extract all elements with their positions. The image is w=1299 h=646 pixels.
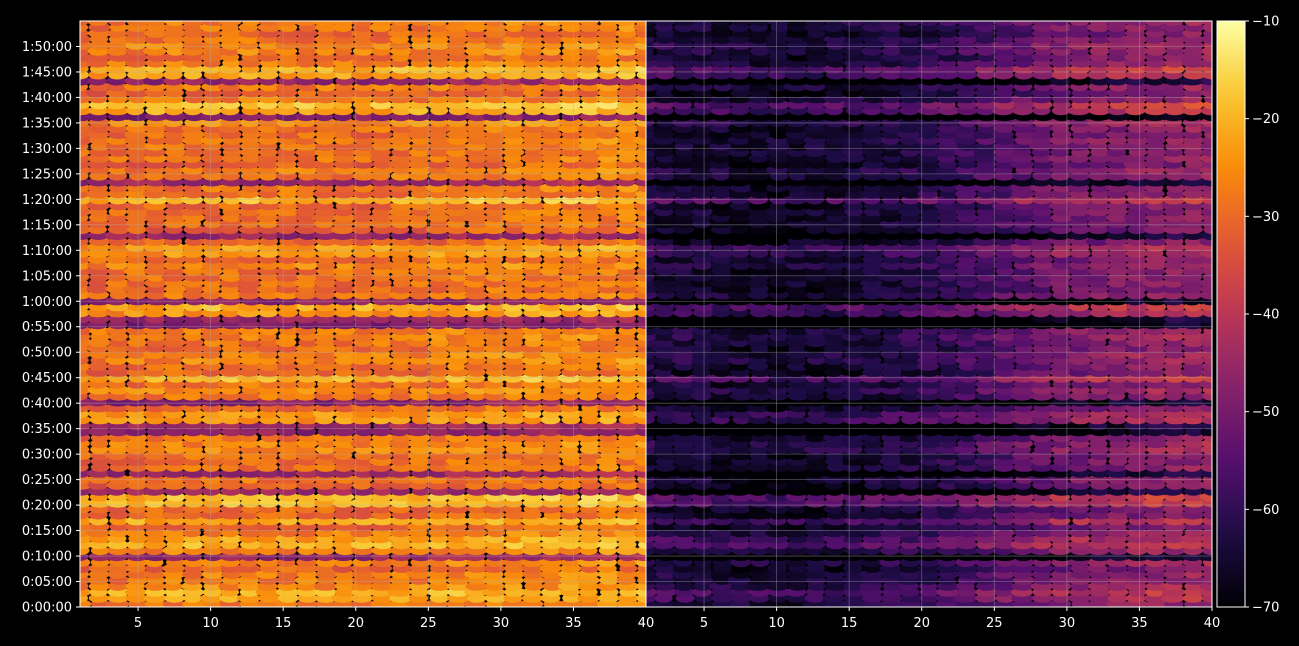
heatmap-cell — [294, 534, 319, 544]
heatmap-cell — [332, 21, 356, 26]
heatmap-cell — [690, 569, 715, 579]
heatmap-cell — [293, 21, 318, 26]
heatmap-cell — [599, 21, 619, 26]
heatmap-cell — [559, 219, 583, 229]
heatmap-cell — [1163, 308, 1188, 318]
heatmap-cell — [635, 21, 646, 26]
heatmap-cell — [464, 21, 487, 26]
heatmap-cell — [108, 21, 127, 26]
heatmap-cell — [236, 563, 261, 574]
heatmap-cell — [615, 159, 639, 169]
heatmap-cell — [559, 117, 583, 128]
heatmap-cell — [164, 21, 185, 26]
heatmap-cell — [256, 510, 280, 520]
heatmap-cell — [501, 397, 526, 407]
heatmap-cell — [860, 551, 883, 562]
heatmap-cell — [541, 361, 565, 371]
heatmap-cell — [466, 516, 489, 526]
heatmap-cell — [80, 21, 89, 26]
heatmap-cell — [766, 462, 791, 472]
heatmap-cell — [615, 21, 637, 26]
heatmap-cell — [312, 21, 336, 26]
heatmap-cell — [484, 21, 505, 26]
heatmap-cell — [579, 21, 599, 26]
heatmap-cell — [557, 21, 582, 26]
heatmap-cell — [142, 409, 167, 419]
heatmap-cell — [390, 21, 413, 26]
heatmap-cell — [181, 21, 206, 26]
heatmap-cell — [502, 189, 526, 199]
heatmap-cell — [1012, 367, 1036, 377]
heatmap-cell — [427, 21, 448, 26]
heatmap-cell — [880, 498, 905, 508]
heatmap-cell — [538, 486, 563, 496]
heatmap-panel-left — [80, 21, 646, 607]
heatmap-cell — [274, 21, 298, 26]
heatmap-cell — [351, 21, 373, 26]
heatmap-panel-right — [646, 21, 1212, 607]
heatmap-cell — [88, 551, 112, 562]
heatmap-cell — [409, 21, 432, 26]
heatmap-cell — [503, 21, 526, 26]
heatmap-cell — [1142, 278, 1167, 288]
heatmap-cell — [143, 21, 166, 26]
heatmap-cell — [577, 367, 601, 377]
heatmap-cell — [748, 379, 772, 389]
heatmap-cell — [106, 563, 130, 574]
heatmap-cell — [242, 21, 261, 26]
heatmap-cell — [576, 510, 601, 520]
heatmap-cell — [482, 76, 507, 86]
heatmap-cell — [447, 21, 470, 26]
heatmap-cell — [973, 551, 997, 562]
heatmap-cell — [218, 21, 242, 26]
heatmap-cell — [371, 21, 394, 26]
heatmap-cell — [523, 21, 543, 26]
heatmap-cell — [521, 278, 546, 288]
heatmap-cell — [87, 21, 109, 26]
heatmap-cell — [671, 326, 696, 336]
heatmap-cell — [1050, 486, 1074, 496]
heatmap-cell — [314, 34, 338, 44]
